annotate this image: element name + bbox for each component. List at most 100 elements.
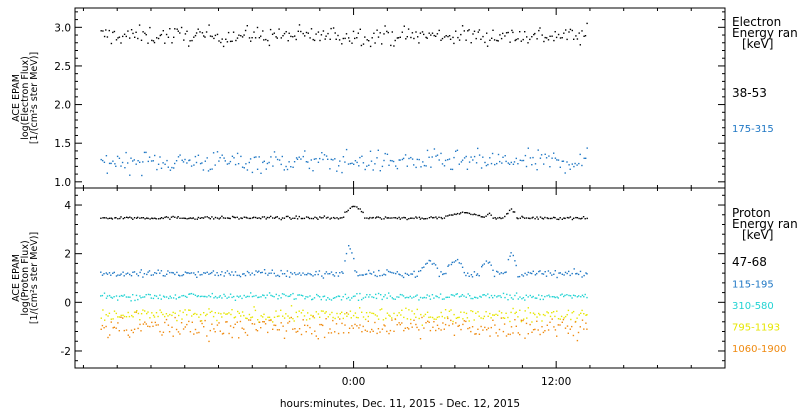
data-point (543, 163, 545, 165)
data-point (563, 217, 565, 219)
data-point (234, 163, 237, 166)
data-point (349, 310, 352, 312)
data-point (356, 161, 358, 164)
data-point (485, 215, 487, 217)
data-point (147, 42, 149, 44)
data-point (547, 39, 550, 41)
data-point (179, 275, 181, 277)
data-point (269, 28, 272, 31)
data-point (251, 323, 253, 325)
data-point (416, 275, 418, 277)
data-point (453, 313, 455, 316)
data-point (146, 217, 148, 219)
data-point (132, 32, 134, 35)
data-point (262, 30, 264, 32)
data-point (529, 157, 532, 159)
data-point (105, 314, 107, 316)
data-point (254, 37, 257, 39)
data-point (492, 297, 494, 299)
data-point (559, 37, 562, 39)
data-point (585, 272, 587, 274)
data-point (270, 319, 272, 322)
data-point (327, 158, 329, 160)
data-point (160, 298, 162, 300)
data-point (130, 29, 133, 31)
data-point (428, 295, 431, 297)
data-point (264, 272, 267, 275)
data-point (416, 158, 418, 161)
data-point (553, 273, 555, 275)
data-point (389, 271, 391, 273)
data-point (179, 217, 181, 219)
data-point (300, 158, 302, 160)
data-point (452, 36, 454, 39)
data-point (248, 37, 251, 39)
data-point (502, 330, 505, 333)
data-point (414, 276, 417, 278)
data-point (225, 321, 227, 323)
data-point (515, 264, 517, 267)
data-point (524, 31, 526, 33)
data-point (546, 295, 548, 297)
data-point (172, 272, 174, 274)
data-point (440, 152, 442, 155)
data-point (534, 297, 536, 299)
data-point (415, 323, 417, 326)
data-point (399, 218, 401, 220)
data-point (415, 31, 417, 33)
data-point (122, 295, 124, 297)
data-point (278, 159, 281, 161)
data-point (270, 318, 272, 321)
data-point (443, 328, 445, 330)
data-point (260, 172, 262, 174)
data-point (527, 307, 529, 309)
data-point (127, 162, 129, 164)
data-point (468, 29, 470, 31)
data-point (391, 271, 393, 274)
data-point (433, 297, 435, 299)
data-point (287, 215, 289, 218)
data-point (344, 293, 347, 296)
data-point (157, 297, 159, 300)
data-point (327, 216, 329, 219)
data-point (169, 313, 171, 316)
data-point (497, 314, 499, 316)
data-point (379, 32, 381, 34)
data-point (150, 297, 152, 299)
data-point (152, 217, 154, 220)
data-point (406, 36, 408, 38)
data-point (168, 331, 171, 333)
data-point (206, 271, 208, 273)
data-point (162, 313, 164, 316)
data-point (298, 294, 301, 296)
data-point (249, 158, 252, 160)
data-point (181, 274, 183, 277)
data-point (275, 310, 277, 312)
data-point (142, 309, 144, 311)
data-point (361, 311, 363, 313)
data-point (305, 31, 308, 34)
data-point (482, 35, 484, 38)
data-point (251, 37, 253, 39)
data-point (559, 217, 561, 219)
data-point (246, 317, 248, 320)
data-point (569, 168, 571, 170)
data-point (160, 167, 163, 169)
data-point (529, 323, 531, 326)
data-point (388, 314, 390, 316)
data-point (379, 309, 381, 311)
data-point (423, 296, 425, 299)
data-point (296, 158, 299, 160)
data-point (349, 299, 351, 301)
y-tick-label: 1.0 (54, 177, 71, 189)
data-point (295, 331, 297, 333)
data-point (431, 32, 434, 34)
data-point (379, 275, 381, 277)
data-point (464, 212, 466, 214)
data-point (576, 317, 578, 319)
data-point (328, 298, 331, 300)
data-point (425, 165, 427, 167)
data-point (503, 317, 506, 319)
data-point (446, 296, 449, 298)
data-point (222, 332, 225, 335)
